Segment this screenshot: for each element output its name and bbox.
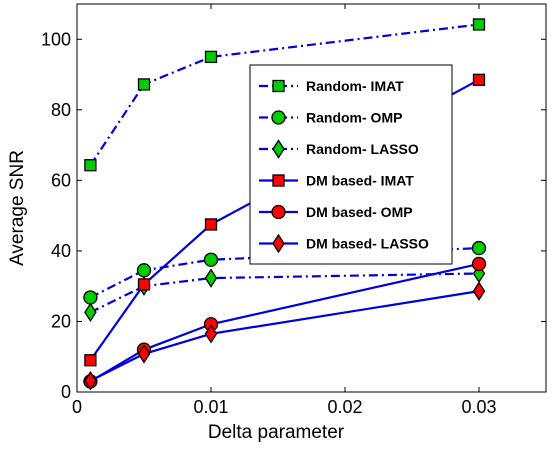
legend-label: Random- LASSO (306, 141, 419, 157)
legend-label: DM based- OMP (306, 204, 413, 220)
x-tick-label: 0 (72, 397, 82, 417)
circle-marker (271, 204, 286, 220)
legend: Random- IMAT Random- OMP Random- LASSO DM b… (249, 64, 453, 265)
legend-item: DM based- OMP (259, 204, 413, 220)
circle-marker (471, 240, 487, 256)
y-axis-label: Average SNR (7, 150, 28, 266)
legend-label: DM based- IMAT (306, 173, 414, 189)
square-marker (204, 50, 218, 64)
square-marker (472, 73, 486, 86)
diamond-marker (204, 268, 218, 288)
y-tick-label: 100 (41, 29, 71, 49)
y-tick-label: 60 (51, 170, 71, 190)
legend-item: DM based- IMAT (259, 173, 414, 189)
y-tick-label: 80 (51, 100, 71, 120)
plot-frame (76, 3, 547, 393)
axes: 0 0.01 0.02 0.03 0 20 40 60 80 100 (41, 3, 547, 417)
diamond-marker (84, 302, 97, 322)
legend-label: Random- IMAT (306, 78, 404, 94)
diamond-marker (272, 233, 285, 254)
x-tick-label: 0.02 (327, 397, 362, 417)
x-axis-label: Delta parameter (208, 422, 345, 443)
legend-label: Random- OMP (306, 110, 402, 126)
legend-item: DM based- LASSO (259, 233, 429, 254)
legend-item: Random- OMP (259, 110, 402, 126)
series-layer (83, 18, 487, 391)
x-tick-label: 0.01 (193, 397, 228, 417)
square-marker (84, 159, 97, 172)
legend-item: Random- IMAT (259, 78, 404, 94)
square-marker (137, 78, 151, 91)
series-dm-based-lasso (84, 281, 486, 391)
series-line (89, 262, 480, 383)
y-tick-label: 40 (51, 241, 71, 261)
series-line (89, 272, 480, 314)
square-marker (84, 354, 97, 367)
square-marker (272, 174, 285, 187)
diamond-marker (204, 324, 218, 344)
square-marker (204, 218, 218, 231)
x-tick-label: 0.03 (461, 397, 496, 417)
diamond-marker (84, 371, 97, 391)
legend-label: DM based- LASSO (306, 236, 429, 252)
circle-marker (471, 256, 487, 272)
series-random-imat (84, 18, 486, 172)
square-marker (137, 278, 151, 291)
diamond-marker (272, 139, 285, 159)
circle-marker (271, 110, 286, 125)
circle-marker (136, 263, 152, 278)
diamond-marker (472, 281, 486, 301)
legend-box (249, 64, 453, 265)
series-line (89, 290, 480, 382)
circle-marker (83, 290, 98, 305)
circle-marker (203, 252, 219, 267)
series-line (89, 23, 480, 166)
y-tick-label: 20 (51, 311, 71, 331)
square-marker (472, 18, 486, 31)
diamond-marker (137, 344, 151, 364)
y-tick-label: 0 (61, 382, 71, 402)
legend-item: Random- LASSO (259, 139, 419, 159)
series-random-omp (83, 240, 487, 305)
square-marker (272, 79, 285, 93)
